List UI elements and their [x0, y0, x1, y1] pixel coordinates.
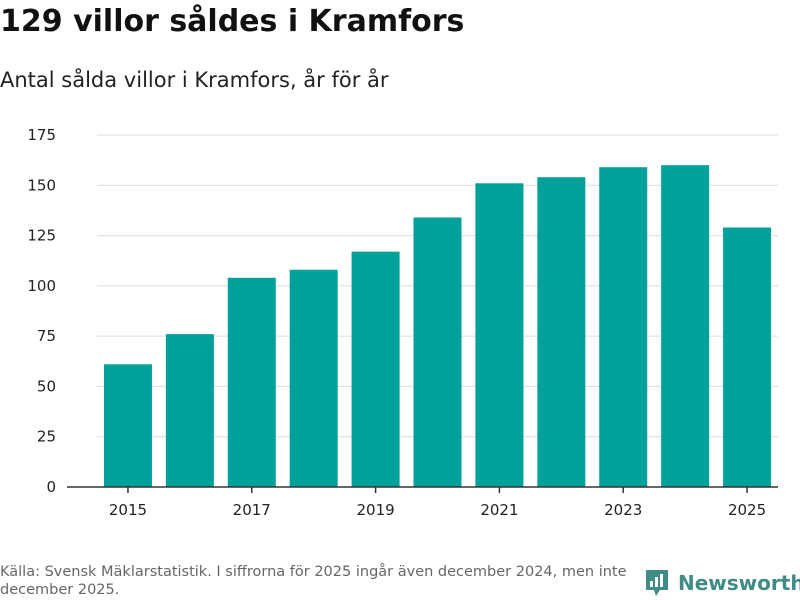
x-tick-label: 2021: [480, 501, 518, 519]
source-note: Källa: Svensk Mäklarstatistik. I siffror…: [0, 564, 627, 598]
newsworthy-logo-icon: [646, 570, 668, 596]
bar-2023: [599, 167, 648, 487]
y-tick-label: 25: [37, 428, 56, 446]
y-tick-label: 125: [27, 227, 56, 245]
bar-2019: [351, 251, 400, 487]
y-tick-label: 100: [27, 277, 56, 295]
bar-2017: [227, 277, 276, 487]
y-tick-label: 50: [37, 377, 56, 395]
bar-2021: [475, 183, 524, 487]
y-tick-label: 175: [27, 126, 56, 144]
bar-2018: [289, 269, 338, 487]
brand-logo: Newsworthy: [644, 568, 800, 598]
y-tick-label: 0: [46, 478, 56, 496]
y-tick-label: 75: [37, 327, 56, 345]
x-tick-label: 2023: [604, 501, 642, 519]
bar-2016: [165, 334, 214, 487]
brand-name: Newsworthy: [678, 571, 800, 595]
chart-title: 129 villor såldes i Kramfors: [0, 4, 465, 39]
y-tick-label: 150: [27, 176, 56, 194]
x-tick-label: 2015: [109, 501, 147, 519]
chart-subtitle: Antal sålda villor i Kramfors, år för år: [0, 68, 389, 92]
x-tick-label: 2017: [233, 501, 271, 519]
x-tick-label: 2025: [728, 501, 766, 519]
bar-2024: [661, 165, 710, 487]
bar-2020: [413, 217, 462, 487]
bar-2015: [103, 364, 152, 487]
bar-2025: [723, 227, 772, 488]
bar-2022: [537, 177, 586, 488]
x-tick-label: 2019: [356, 501, 394, 519]
